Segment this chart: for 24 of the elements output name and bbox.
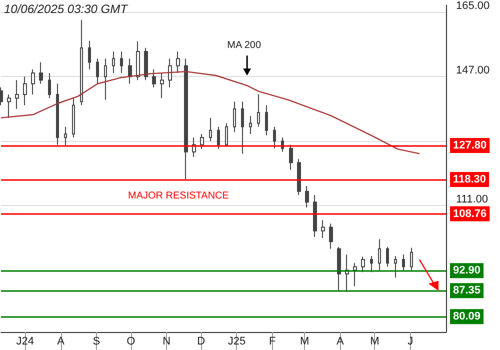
- x-tick-label: J25: [228, 336, 246, 348]
- x-tick-label: N: [162, 336, 171, 348]
- y-tick-label: 147.00: [456, 64, 490, 77]
- x-tick-label: J24: [16, 336, 34, 348]
- ref-line-label: 92.90: [453, 264, 481, 277]
- ref-line-label: 80.09: [453, 310, 481, 323]
- x-tick-label: M: [370, 336, 380, 348]
- annotation: MAJOR RESISTANCE: [128, 190, 230, 202]
- x-tick-label: M: [300, 336, 310, 348]
- ref-line-label: 118.30: [453, 174, 486, 186]
- x-tick-label: F: [269, 336, 276, 348]
- x-tick-label: S: [92, 336, 100, 348]
- x-tick-label: J: [408, 336, 414, 348]
- x-tick-label: A: [336, 336, 345, 348]
- x-tick-label: O: [126, 336, 136, 348]
- x-tick-label: D: [197, 336, 206, 348]
- ref-line-label: 108.76: [453, 208, 487, 220]
- text: MA 200: [227, 40, 262, 52]
- y-tick-label: 165.00: [456, 0, 490, 12]
- annotation: 10/06/2025 03:30 GMT: [4, 2, 130, 16]
- ref-line-label: 87.35: [453, 284, 481, 297]
- y-tick-label: 111.00: [456, 194, 488, 206]
- x-tick-label: A: [57, 336, 66, 348]
- ref-line-label: 127.80: [453, 139, 487, 152]
